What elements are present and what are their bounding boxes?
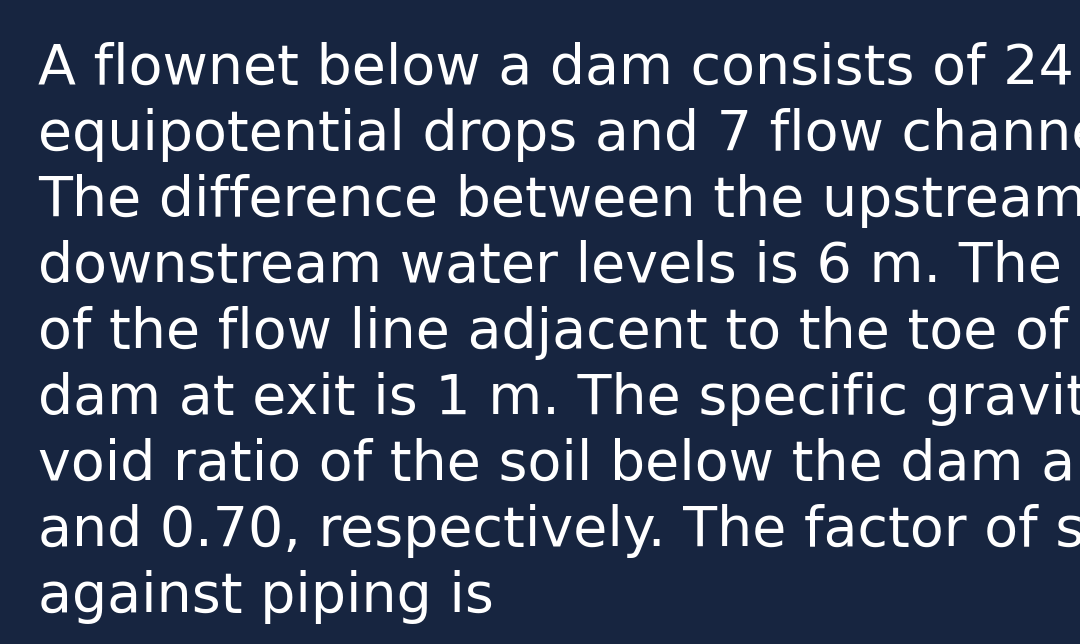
Text: against piping is: against piping is <box>38 570 494 624</box>
Text: The difference between the upstream and: The difference between the upstream and <box>38 174 1080 228</box>
Text: equipotential drops and 7 flow channels.: equipotential drops and 7 flow channels. <box>38 108 1080 162</box>
Text: downstream water levels is 6 m. The length: downstream water levels is 6 m. The leng… <box>38 240 1080 294</box>
Text: and 0.70, respectively. The factor of safety: and 0.70, respectively. The factor of sa… <box>38 504 1080 558</box>
Text: A flownet below a dam consists of 24: A flownet below a dam consists of 24 <box>38 42 1074 96</box>
Text: dam at exit is 1 m. The specific gravity and: dam at exit is 1 m. The specific gravity… <box>38 372 1080 426</box>
Text: void ratio of the soil below the dam are 2.70: void ratio of the soil below the dam are… <box>38 438 1080 492</box>
Text: of the flow line adjacent to the toe of the: of the flow line adjacent to the toe of … <box>38 306 1080 360</box>
